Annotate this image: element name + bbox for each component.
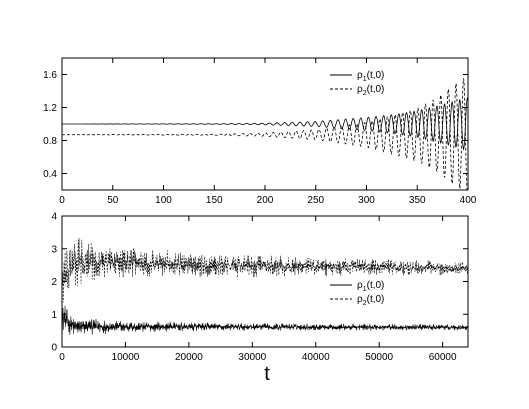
series-line-2 <box>62 238 468 303</box>
x-tick-label: 0 <box>59 352 65 363</box>
y-tick-label: 0.4 <box>43 169 57 180</box>
x-tick-label: 350 <box>409 195 426 206</box>
x-axis-label: t <box>264 363 270 385</box>
y-tick-label: 0.8 <box>43 136 57 147</box>
x-tick-label: 40000 <box>302 352 330 363</box>
x-tick-label: 50 <box>107 195 119 206</box>
legend-label-1: ρ1(t,0) <box>357 280 384 293</box>
series-line-1 <box>62 305 468 335</box>
y-tick-label: 4 <box>51 212 57 223</box>
x-tick-label: 100 <box>155 195 172 206</box>
x-tick-label: 10000 <box>112 352 140 363</box>
x-tick-label: 0 <box>59 195 65 206</box>
legend-label-2: ρ2(t,0) <box>357 84 384 97</box>
legend-label-1: ρ1(t,0) <box>357 70 384 83</box>
x-tick-label: 300 <box>358 195 375 206</box>
top-panel: 0 50 100 150 200 250 300 350 400 0.4 0.8 1.2 1.6 ρ1(t… <box>43 57 477 206</box>
y-tick-label: 3 <box>51 244 57 255</box>
x-tick-label: 20000 <box>175 352 203 363</box>
x-tick-label: 30000 <box>238 352 266 363</box>
y-tick-label: 1.6 <box>43 70 57 81</box>
y-tick-label: 1 <box>51 310 57 321</box>
series-line-2 <box>62 78 468 190</box>
legend-label-2: ρ2(t,0) <box>357 294 384 307</box>
x-tick-label: 200 <box>257 195 274 206</box>
y-tick-label: 1.2 <box>43 103 57 114</box>
series-line-1 <box>62 97 468 151</box>
x-tick-label: 250 <box>307 195 324 206</box>
y-tick-label: 2 <box>51 277 57 288</box>
x-tick-label: 60000 <box>429 352 457 363</box>
x-tick-label: 50000 <box>365 352 393 363</box>
y-tick-label: 0 <box>51 343 57 354</box>
x-tick-label: 150 <box>206 195 223 206</box>
x-tick-label: 400 <box>460 195 477 206</box>
bottom-panel: 0 10000 20000 30000 40000 50000 60000 0 1 2 3 4 ρ1(t… <box>51 212 469 385</box>
